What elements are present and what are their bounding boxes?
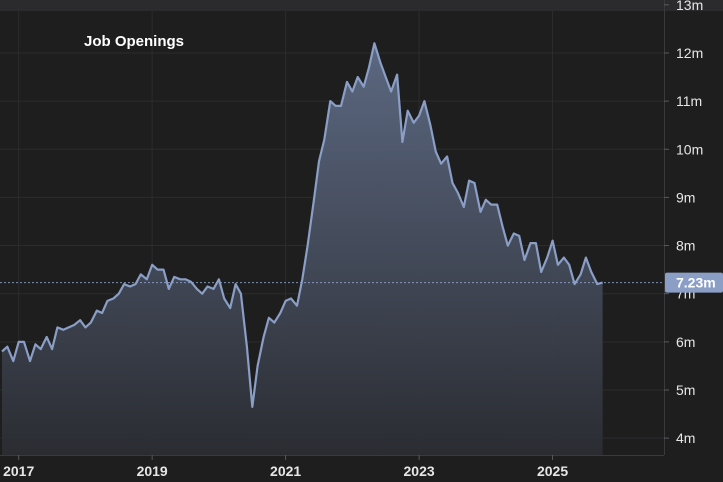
x-tick-label: 2025 [537,463,568,479]
x-tick-label: 2019 [137,463,168,479]
y-tick-label: 4m [676,430,695,446]
x-tick-label: 2021 [270,463,301,479]
y-tick-label: 5m [676,382,695,398]
last-value-label: 7.23m [676,275,716,291]
chart-title: Job Openings [84,33,184,50]
series-line [1,42,603,408]
series-area-group [1,42,603,456]
top-strip [0,0,723,11]
y-tick-label: 11m [676,93,702,109]
y-tick-label: 8m [676,238,695,254]
x-tick-label: 2023 [404,463,435,479]
x-tick-label: 2017 [3,463,34,479]
y-tick-label: 13m [676,0,703,13]
y-tick-label: 12m [676,45,703,61]
y-tick-label: 6m [676,334,695,350]
series-area-fill [2,43,603,456]
y-tick-label: 10m [676,141,703,157]
last-value-badge [665,272,723,293]
y-tick-label: 9m [676,189,695,205]
